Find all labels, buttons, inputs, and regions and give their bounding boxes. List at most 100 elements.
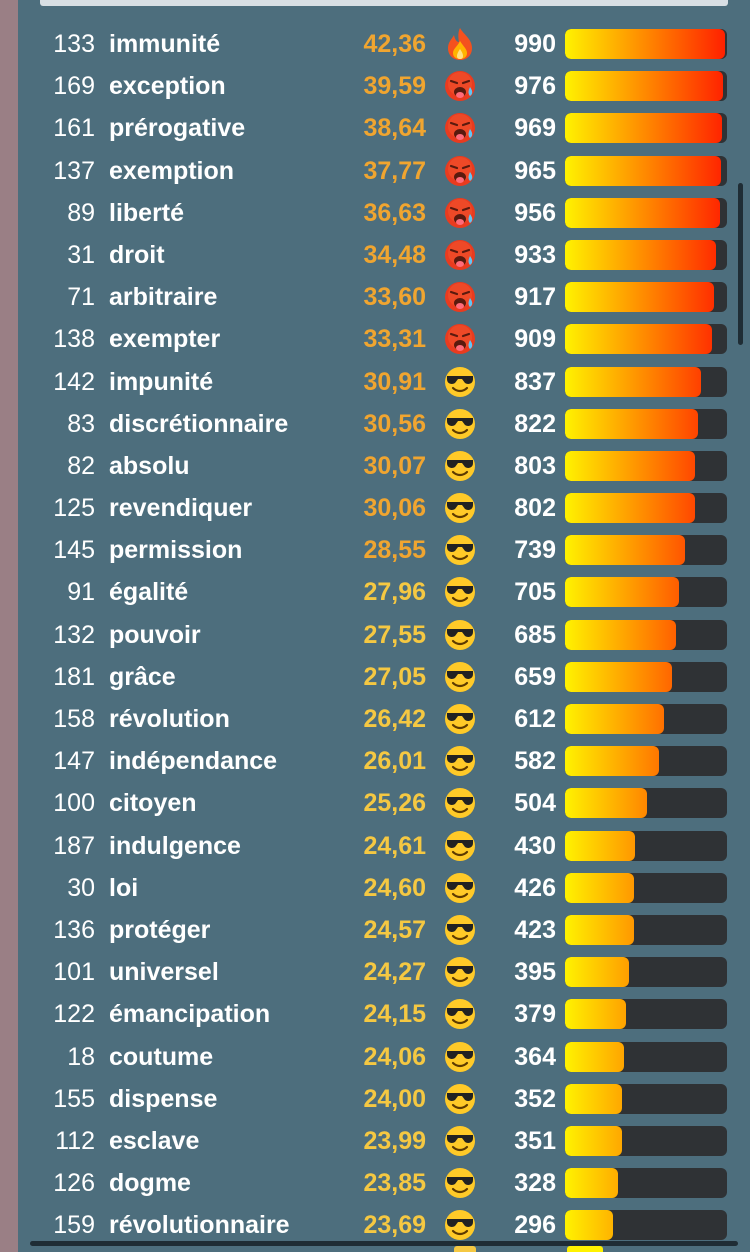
score-value: 426 [514, 873, 556, 902]
word-label: exception [109, 72, 226, 101]
list-item: 71 arbitraire 33,60 917 [0, 276, 750, 318]
next-row-icon-peek [454, 1246, 476, 1252]
score-bar-track [565, 282, 727, 313]
score-bar-track [565, 155, 727, 186]
word-ranking-list: 133 immunité 42,36 990 169 exception 39,59 976 1… [0, 23, 750, 1246]
top-divider [40, 0, 728, 6]
temperature-value: 30,07 [363, 451, 426, 480]
rank-number: 138 [53, 325, 95, 354]
score-bar-track [565, 746, 727, 777]
list-item: 187 indulgence 24,61 430 [0, 825, 750, 867]
score-bar-fill [565, 493, 695, 524]
temperature-value: 26,42 [363, 705, 426, 733]
score-bar-fill [565, 1083, 623, 1114]
sunglasses-face-icon [441, 571, 479, 613]
score-value: 296 [514, 1211, 556, 1240]
list-item: 31 droit 34,48 933 [0, 234, 750, 276]
fire-icon [441, 23, 479, 65]
vertical-scrollbar[interactable] [738, 183, 743, 345]
word-label: dispense [109, 1084, 218, 1113]
score-bar-fill [565, 872, 634, 903]
score-bar-fill [565, 155, 722, 186]
hot-face-icon [441, 318, 479, 360]
score-bar-fill [565, 1210, 613, 1241]
score-value: 837 [514, 367, 556, 396]
score-bar-fill [565, 914, 634, 945]
rank-number: 82 [67, 451, 95, 480]
word-label: révolution [109, 705, 230, 733]
word-label: exempter [109, 325, 221, 354]
rank-number: 31 [67, 240, 95, 269]
score-bar-track [565, 1125, 727, 1156]
word-label: impunité [109, 367, 214, 396]
score-bar-track [565, 957, 727, 988]
list-item: 101 universel 24,27 395 [0, 951, 750, 993]
score-bar-track [565, 1210, 727, 1241]
score-bar-fill [565, 746, 660, 777]
sunglasses-face-icon [441, 1078, 479, 1120]
rank-number: 142 [53, 367, 95, 396]
rank-number: 159 [53, 1211, 95, 1240]
score-bar-track [565, 324, 727, 355]
score-value: 582 [514, 747, 556, 776]
rank-number: 83 [67, 409, 95, 438]
rank-number: 71 [67, 283, 95, 312]
word-label: loi [109, 873, 139, 902]
rank-number: 169 [53, 72, 95, 101]
list-item: 136 protéger 24,57 423 [0, 909, 750, 951]
score-value: 803 [514, 451, 556, 480]
horizontal-scrollbar[interactable] [30, 1241, 738, 1246]
score-bar-track [565, 29, 727, 59]
score-bar-track [565, 1041, 727, 1072]
score-bar-fill [565, 366, 701, 397]
word-label: grâce [109, 662, 176, 691]
temperature-value: 36,63 [363, 198, 426, 227]
word-label: arbitraire [109, 283, 218, 312]
sunglasses-face-icon [441, 1036, 479, 1078]
temperature-value: 33,60 [363, 283, 426, 312]
score-bar-track [565, 1083, 727, 1114]
list-item: 82 absolu 30,07 803 [0, 445, 750, 487]
list-item: 133 immunité 42,36 990 [0, 23, 750, 65]
list-item: 159 révolutionnaire 23,69 296 [0, 1204, 750, 1246]
score-bar-fill [565, 197, 720, 228]
score-value: 612 [514, 705, 556, 733]
word-label: universel [109, 958, 219, 987]
score-value: 739 [514, 536, 556, 565]
rank-number: 133 [53, 30, 95, 58]
score-value: 976 [514, 72, 556, 101]
temperature-value: 30,56 [363, 409, 426, 438]
score-bar-fill [565, 1125, 622, 1156]
list-item: 138 exempter 33,31 909 [0, 318, 750, 360]
hot-face-icon [441, 150, 479, 192]
rank-number: 30 [67, 873, 95, 902]
score-value: 351 [514, 1126, 556, 1155]
temperature-value: 24,57 [363, 915, 426, 944]
list-item: 89 liberté 36,63 956 [0, 192, 750, 234]
rank-number: 158 [53, 705, 95, 733]
score-value: 379 [514, 1000, 556, 1029]
hot-face-icon [441, 107, 479, 149]
score-value: 705 [514, 578, 556, 607]
temperature-value: 24,00 [363, 1084, 426, 1113]
rank-number: 187 [53, 831, 95, 860]
score-bar-fill [565, 408, 699, 439]
list-item: 145 permission 28,55 739 [0, 529, 750, 571]
sunglasses-face-icon [441, 867, 479, 909]
sunglasses-face-icon [441, 361, 479, 403]
next-row-bar-peek [567, 1246, 603, 1252]
score-value: 352 [514, 1084, 556, 1113]
score-value: 364 [514, 1042, 556, 1071]
word-label: esclave [109, 1126, 200, 1155]
list-item: 142 impunité 30,91 837 [0, 361, 750, 403]
word-label: émancipation [109, 1000, 271, 1029]
score-value: 933 [514, 240, 556, 269]
list-item: 18 coutume 24,06 364 [0, 1036, 750, 1078]
temperature-value: 27,96 [363, 578, 426, 607]
list-item: 155 dispense 24,00 352 [0, 1078, 750, 1120]
word-label: liberté [109, 198, 185, 227]
temperature-value: 24,60 [363, 873, 426, 902]
word-label: citoyen [109, 789, 197, 818]
sunglasses-face-icon [441, 951, 479, 993]
score-value: 909 [514, 325, 556, 354]
